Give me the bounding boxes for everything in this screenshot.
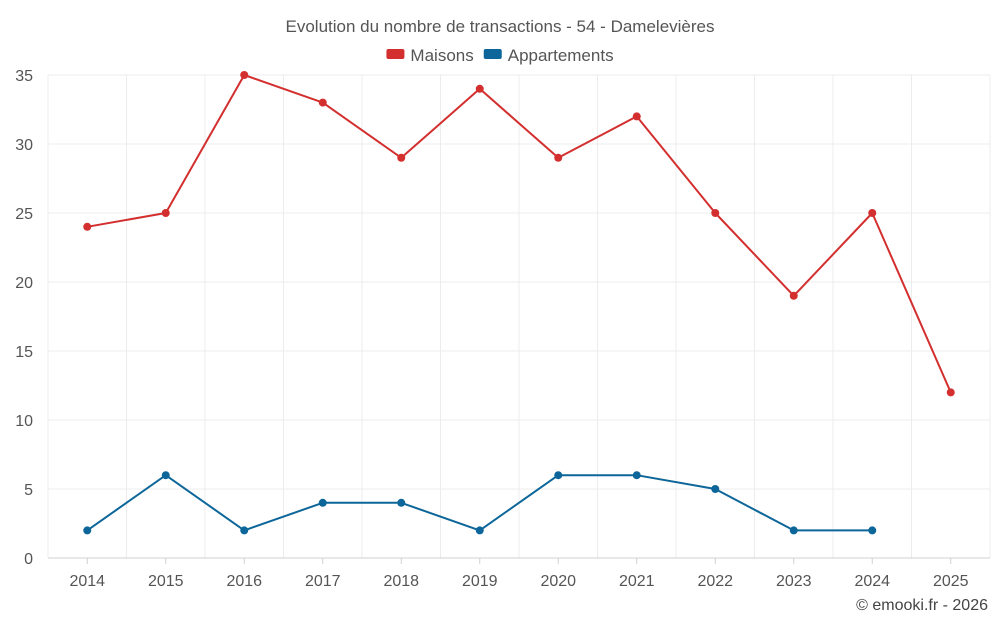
data-point-maisons-2016 [240, 71, 249, 79]
x-tick-label-2021: 2021 [619, 573, 655, 590]
data-point-appartements-2018 [397, 498, 406, 507]
data-point-appartements-2015 [161, 471, 170, 480]
series-appartements [83, 471, 877, 535]
x-tick-label-2025: 2025 [933, 573, 969, 590]
legend-label-maisons: Maisons [410, 46, 473, 65]
data-point-appartements-2014 [83, 526, 92, 535]
series-maisons [83, 71, 955, 397]
legend-swatch-appartements [483, 49, 502, 59]
data-point-maisons-2023 [789, 291, 798, 300]
series-line-maisons [87, 74, 952, 393]
x-tick-label-2014: 2014 [69, 573, 105, 590]
y-tick-label-5: 5 [24, 482, 33, 499]
y-tick-label-35: 35 [15, 68, 33, 85]
data-point-maisons-2022 [711, 209, 720, 217]
data-point-appartements-2023 [789, 526, 798, 535]
data-point-appartements-2016 [240, 526, 249, 535]
series-layer [83, 71, 955, 535]
y-tick-label-0: 0 [24, 551, 33, 568]
legend-swatch-maisons [386, 49, 405, 59]
data-point-maisons-2025 [946, 388, 955, 397]
chart-legend: Maisons Appartements [386, 46, 614, 65]
x-axis-ticks: 2014 2015 2016 2017 2018 2019 2020 2021 2022 2023… [69, 558, 969, 590]
data-point-appartements-2019 [475, 526, 484, 535]
data-point-maisons-2020 [554, 153, 563, 162]
data-point-appartements-2022 [711, 485, 720, 493]
data-point-maisons-2017 [318, 98, 327, 107]
y-tick-label-15: 15 [15, 344, 33, 361]
data-point-maisons-2015 [161, 209, 170, 217]
data-point-appartements-2024 [868, 526, 877, 535]
data-point-maisons-2014 [83, 222, 92, 231]
legend-item-appartements: Appartements [483, 46, 614, 65]
data-point-maisons-2018 [397, 153, 406, 162]
y-tick-label-20: 20 [15, 275, 33, 292]
x-tick-label-2018: 2018 [383, 573, 419, 590]
x-tick-label-2016: 2016 [226, 573, 262, 590]
x-tick-label-2024: 2024 [854, 573, 890, 590]
y-tick-label-25: 25 [15, 206, 33, 223]
x-tick-label-2017: 2017 [305, 573, 341, 590]
x-tick-label-2015: 2015 [148, 573, 184, 590]
chart-title: Evolution du nombre de transactions - 54… [286, 17, 715, 36]
legend-label-appartements: Appartements [508, 46, 614, 65]
x-tick-label-2022: 2022 [697, 573, 733, 590]
data-point-appartements-2020 [554, 471, 563, 480]
y-tick-label-30: 30 [15, 137, 33, 154]
grid-lines [47, 74, 991, 559]
x-tick-label-2020: 2020 [540, 573, 576, 590]
data-point-maisons-2024 [868, 209, 877, 217]
data-point-appartements-2021 [632, 471, 641, 480]
x-tick-label-2023: 2023 [776, 573, 812, 590]
y-tick-label-10: 10 [15, 413, 33, 430]
credit-text: © emooki.fr - 2026 [856, 597, 988, 614]
data-point-maisons-2019 [475, 84, 484, 93]
data-point-appartements-2017 [318, 498, 327, 507]
y-axis-ticks: 0 5 10 15 20 25 30 35 [15, 68, 33, 568]
legend-item-maisons: Maisons [386, 46, 474, 65]
x-tick-label-2019: 2019 [462, 573, 498, 590]
data-point-maisons-2021 [632, 112, 641, 121]
